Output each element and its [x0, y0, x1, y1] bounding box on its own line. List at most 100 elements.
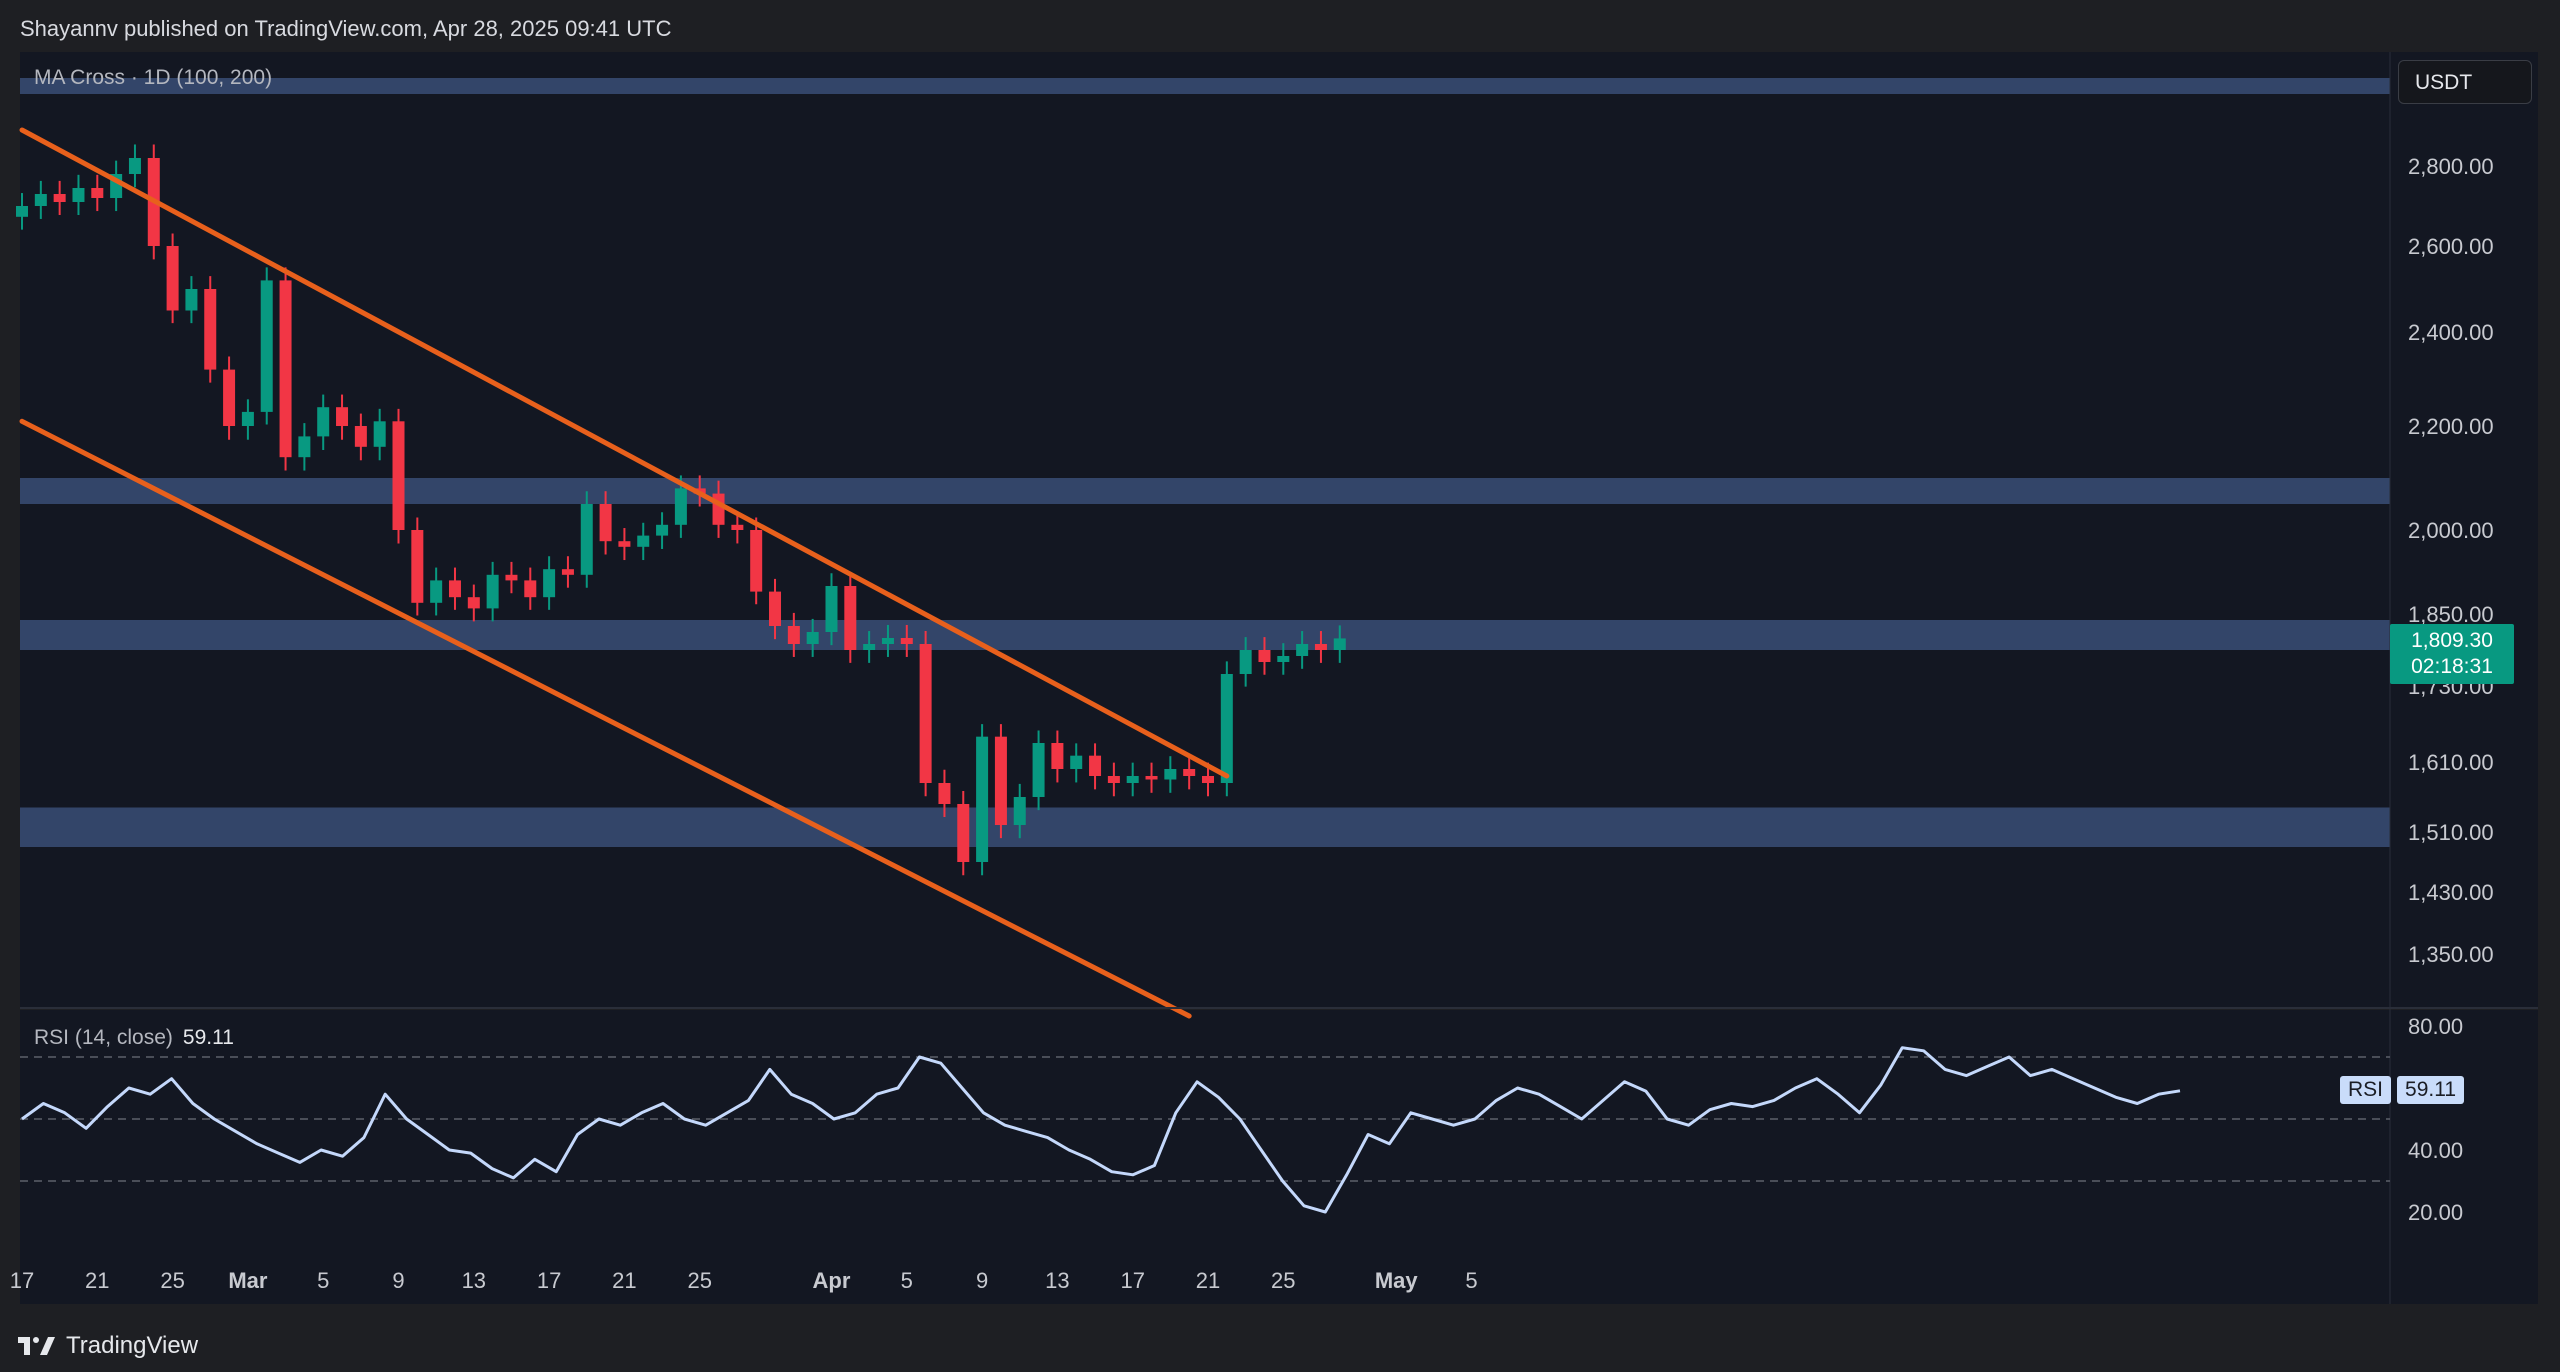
zone-mid-resistance: [20, 620, 2390, 650]
price-tick-label: 2,400.00: [2408, 320, 2494, 345]
footer-bar: TradingView: [0, 1324, 2560, 1372]
candle-body: [637, 535, 650, 547]
candle-body: [1013, 797, 1026, 825]
rsi-indicator-label[interactable]: RSI (14, close) 59.11: [34, 1026, 234, 1050]
rsi-tag-value: 59.11: [2397, 1076, 2465, 1104]
time-tick-label: 5: [1465, 1268, 1477, 1293]
candle-body: [900, 638, 913, 644]
candle-body: [1333, 638, 1346, 650]
candle-body: [317, 407, 330, 437]
price-tick-label: 2,200.00: [2408, 414, 2494, 439]
price-tick-label: 1,850.00: [2408, 602, 2494, 627]
candle-body: [430, 580, 443, 603]
time-tick-label: May: [1375, 1268, 1419, 1293]
zone-support: [20, 807, 2390, 847]
candle-body: [72, 188, 85, 202]
bar-countdown: 02:18:31: [2411, 655, 2493, 678]
candle-body: [825, 586, 838, 632]
channels-layer: [19, 127, 1230, 1019]
candle-body: [204, 289, 217, 370]
candle-body: [580, 504, 593, 575]
candle-body: [599, 504, 612, 542]
time-tick-label: 17: [537, 1268, 561, 1293]
time-axis: 17 21 25 Mar 5 9 13 17 21 25 Apr 5 9 13 17 21 25 May 5: [10, 1268, 1478, 1293]
time-tick-label: 13: [462, 1268, 486, 1293]
candle-body: [938, 783, 951, 804]
candle-body: [1164, 769, 1177, 780]
candle-body: [524, 580, 537, 598]
price-tick-label: 2,000.00: [2408, 518, 2494, 543]
rsi-value-text: 59.11: [182, 1026, 234, 1049]
candle-body: [279, 280, 292, 458]
price-axis-background: [2390, 52, 2538, 1007]
zone-top-resistance: [20, 78, 2390, 94]
candle-body: [486, 574, 499, 609]
price-tick-label: 1,610.00: [2408, 750, 2494, 775]
rsi-tag-name: RSI: [2340, 1076, 2392, 1104]
upper-channel: [19, 127, 1230, 779]
candle-body: [561, 569, 574, 575]
candle-body: [1220, 674, 1233, 783]
rsi-layer: 80.00 40.00 20.00: [20, 1014, 2463, 1225]
time-tick-label: 25: [1271, 1268, 1295, 1293]
brand[interactable]: TradingView: [18, 1332, 198, 1360]
candle-body: [863, 644, 876, 650]
candle-body: [1070, 755, 1083, 769]
brand-name: TradingView: [66, 1332, 199, 1359]
last-price-tag: 1,809.30 02:18:31: [2390, 624, 2514, 684]
time-tick-label: 21: [85, 1268, 109, 1293]
rsi-tick-label: 40.00: [2408, 1138, 2463, 1163]
price-tick-label: 1,350.00: [2408, 942, 2494, 967]
time-tick-label: 21: [612, 1268, 636, 1293]
currency-selector[interactable]: USDT: [2398, 60, 2532, 104]
lower-channel: [19, 418, 1192, 1019]
candle-body: [411, 530, 424, 603]
candle-body: [1183, 769, 1196, 776]
candle-body: [674, 488, 687, 525]
candle-body: [1107, 776, 1120, 783]
candle-body: [505, 574, 518, 581]
price-axis: 2,800.00 2,600.00 2,400.00 2,200.00 2,000.00…: [20, 52, 2538, 1304]
time-tick-label: 17: [1120, 1268, 1144, 1293]
rsi-value-tag: RSI 59.11: [2340, 1076, 2465, 1104]
rsi-tick-label: 80.00: [2408, 1014, 2463, 1039]
candle-body: [994, 736, 1007, 825]
candle-body: [91, 188, 104, 198]
time-axis-background: [20, 1252, 2538, 1304]
candle-body: [298, 436, 311, 458]
last-price-value: 1,809.30: [2411, 629, 2493, 652]
candle-body: [806, 632, 819, 644]
candle-body: [787, 626, 800, 644]
candle-body: [467, 597, 480, 609]
candle-body: [241, 411, 254, 426]
candle-body: [128, 158, 141, 174]
time-tick-label: 25: [160, 1268, 184, 1293]
zone-resistance: [20, 478, 2390, 504]
price-tick-label: 1,430.00: [2408, 880, 2494, 905]
candle-body: [543, 569, 556, 598]
candle-body: [919, 644, 932, 783]
price-tick-label: 2,600.00: [2408, 234, 2494, 259]
header-bar: Shayannv published on TradingView.com, A…: [0, 0, 2560, 56]
tradingview-logo-icon: [18, 1337, 55, 1355]
rsi-label-text: RSI (14, close): [34, 1026, 173, 1049]
zones-layer: [20, 78, 2390, 847]
time-tick-label: 5: [317, 1268, 329, 1293]
price-pane-background: [20, 52, 2390, 1007]
candle-body: [223, 369, 236, 426]
time-tick-label: 9: [976, 1268, 988, 1293]
candle-body: [1239, 650, 1252, 674]
candle-body: [166, 246, 179, 311]
time-tick-label: 17: [10, 1268, 34, 1293]
candle-body: [731, 524, 744, 530]
candle-body: [1314, 644, 1327, 650]
time-tick-label: 5: [901, 1268, 913, 1293]
time-tick-label: 25: [687, 1268, 711, 1293]
candle-body: [1296, 644, 1309, 656]
publisher-text: Shayannv published on TradingView.com, A…: [20, 16, 672, 41]
rsi-tick-label: 20.00: [2408, 1200, 2463, 1225]
price-indicator-label[interactable]: MA Cross · 1D (100, 200): [34, 66, 273, 89]
candle-body: [1089, 755, 1102, 776]
price-tick-label: 1,510.00: [2408, 820, 2494, 845]
